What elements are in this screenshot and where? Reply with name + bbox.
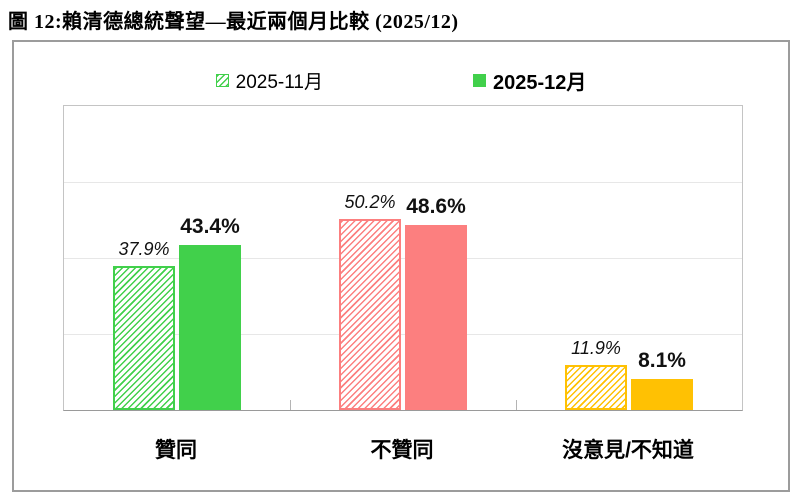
x-axis-tick <box>516 400 517 410</box>
bar-沒意見/不知道-2025-11月 <box>565 365 627 410</box>
bar-沒意見/不知道-2025-12月 <box>631 379 693 410</box>
chart-container: 2025-11月 2025-12月 37.9% 43.4% 50.2% 48.6% 11… <box>12 40 790 492</box>
legend-label-2025-11: 2025-11月 <box>235 72 323 93</box>
bar-贊同-2025-11月 <box>113 266 175 410</box>
gridline-20 <box>64 334 742 335</box>
legend-label-2025-12: 2025-12月 <box>492 72 587 94</box>
gridline-40 <box>64 258 742 259</box>
value-label-沒意見/不知道-2025-11月: 11.9% <box>571 338 621 358</box>
bar-不贊同-2025-12月 <box>405 225 467 410</box>
legend: 2025-11月 2025-12月 <box>14 66 788 95</box>
legend-item-2025-11: 2025-11月 <box>215 67 323 94</box>
value-label-贊同-2025-11月: 37.9% <box>118 239 170 259</box>
value-label-沒意見/不知道-2025-12月: 8.1% <box>638 349 686 372</box>
legend-swatch-hatched <box>215 74 229 87</box>
category-label-沒意見/不知道: 沒意見/不知道 <box>562 439 694 462</box>
plot-area: 37.9% 43.4% 50.2% 48.6% 11.9% 8.1% <box>63 105 743 411</box>
bar-不贊同-2025-11月 <box>339 219 401 410</box>
value-label-贊同-2025-12月: 43.4% <box>180 215 240 238</box>
legend-swatch-solid <box>472 74 486 87</box>
value-label-不贊同-2025-12月: 48.6% <box>406 195 466 218</box>
bar-贊同-2025-12月 <box>179 245 241 410</box>
value-label-不贊同-2025-11月: 50.2% <box>344 192 396 212</box>
chart-title: 圖 12:賴清德總統聲望—最近兩個月比較 (2025/12) <box>8 11 459 33</box>
x-axis-tick <box>290 400 291 410</box>
legend-item-2025-12: 2025-12月 <box>472 66 587 95</box>
category-label-不贊同: 不贊同 <box>370 439 434 462</box>
x-axis-labels: 贊同 不贊同 沒意見/不知道 <box>63 428 741 462</box>
gridline-60 <box>64 182 742 183</box>
category-label-贊同: 贊同 <box>155 439 197 462</box>
